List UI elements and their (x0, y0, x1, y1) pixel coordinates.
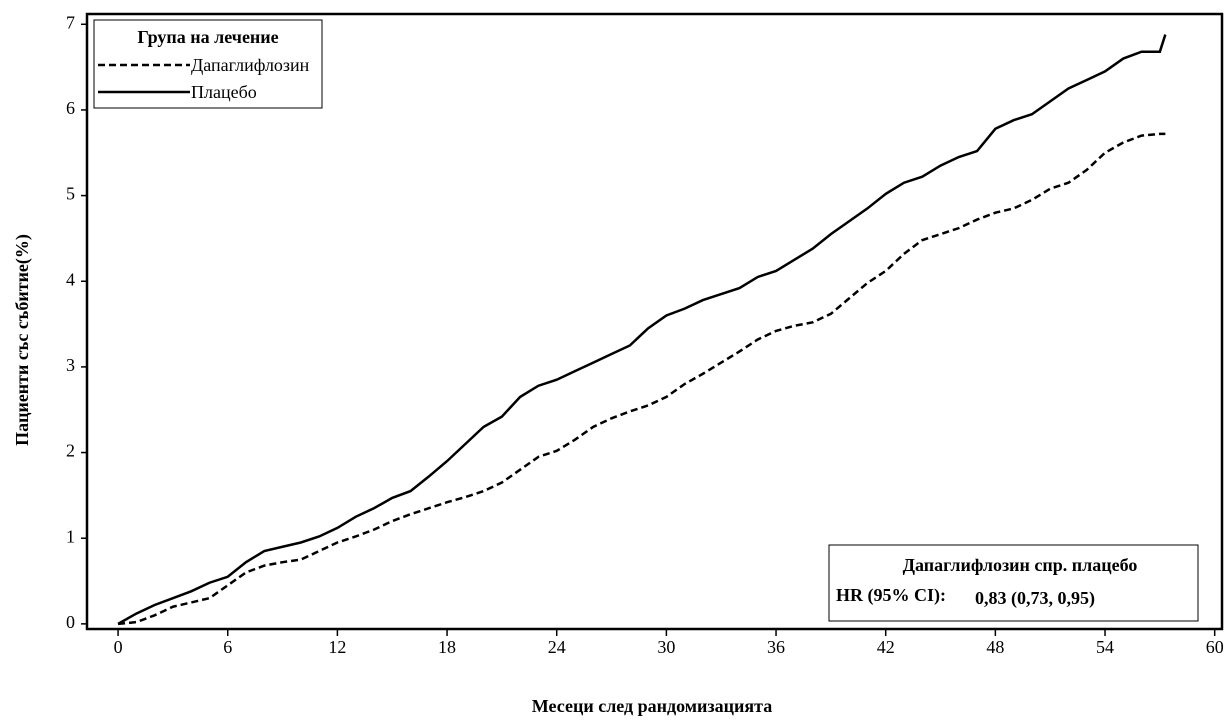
plot-frame (85, 12, 1224, 631)
annotation-value: 0,83 (0,73, 0,95) (975, 588, 1095, 609)
x-tick-label: 48 (986, 637, 1004, 657)
x-tick-label: 36 (767, 637, 785, 657)
x-tick-label: 30 (657, 637, 675, 657)
x-tick-label: 24 (548, 637, 566, 657)
x-axis-label: Месеци след рандомизацията (532, 696, 772, 716)
annotation-box (828, 544, 1199, 622)
y-tick-label: 5 (66, 184, 75, 204)
y-axis-label: Пациенти със събитие(%) (12, 234, 33, 446)
y-tick-label: 7 (66, 12, 75, 32)
series-line (117, 34, 1167, 625)
legend-title: Група на лечение (137, 27, 278, 47)
annotation-title: Дапаглифлозин спр. плацебо (903, 555, 1138, 575)
x-tick-label: 0 (114, 637, 123, 657)
series-line (117, 132, 1166, 626)
x-tick-label: 54 (1096, 637, 1114, 657)
y-tick-label: 0 (66, 612, 75, 632)
y-tick-label: 6 (66, 98, 75, 118)
x-tick-label: 6 (223, 637, 232, 657)
x-tick-label: 18 (438, 637, 456, 657)
legend-label: Дапаглифлозин (191, 55, 310, 75)
annotation-label: HR (95% CI): (836, 585, 946, 606)
y-tick-label: 1 (66, 526, 75, 546)
x-tick-label: 42 (877, 637, 895, 657)
x-tick-label: 12 (328, 637, 346, 657)
y-tick-label: 2 (66, 441, 75, 461)
x-tick-label: 60 (1206, 637, 1224, 657)
y-tick-label: 3 (66, 355, 75, 375)
legend-label: Плацебо (191, 82, 257, 102)
y-tick-label: 4 (66, 269, 75, 289)
